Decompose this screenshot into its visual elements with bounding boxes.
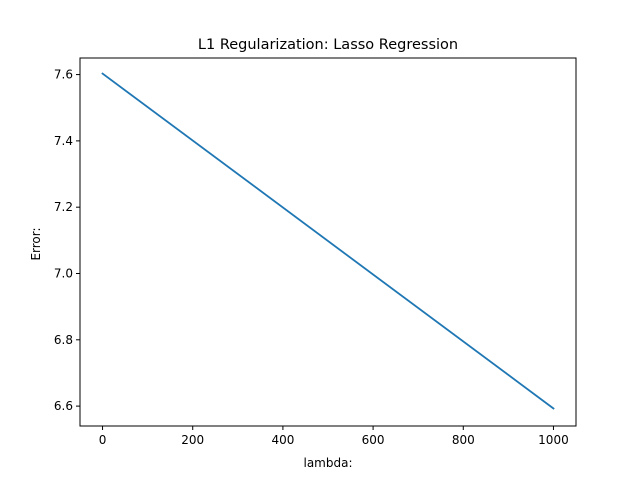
y-tick-label: 7.4 <box>54 134 73 148</box>
y-axis: 6.6 6.8 7.0 7.2 7.4 7.6 <box>54 68 80 413</box>
series-line-0 <box>101 72 555 410</box>
x-axis: 0 200 400 600 800 1000 <box>99 426 569 447</box>
y-tick-label: 7.2 <box>54 200 73 214</box>
y-tick-label: 7.0 <box>54 266 73 280</box>
y-tick-label: 6.6 <box>54 399 73 413</box>
plot-area <box>79 57 577 427</box>
plot-frame <box>79 57 577 427</box>
y-axis-label: Error: <box>29 227 43 260</box>
x-tick-label: 0 <box>99 433 107 447</box>
x-tick-label: 600 <box>362 433 385 447</box>
x-axis-label: lambda: <box>303 456 352 470</box>
x-tick-label: 1000 <box>538 433 569 447</box>
chart-title: L1 Regularization: Lasso Regression <box>198 37 458 53</box>
x-tick-label: 400 <box>271 433 294 447</box>
x-tick-label: 800 <box>452 433 475 447</box>
y-tick-label: 6.8 <box>54 333 73 347</box>
y-tick-label: 7.6 <box>54 68 73 82</box>
x-tick-label: 200 <box>181 433 204 447</box>
